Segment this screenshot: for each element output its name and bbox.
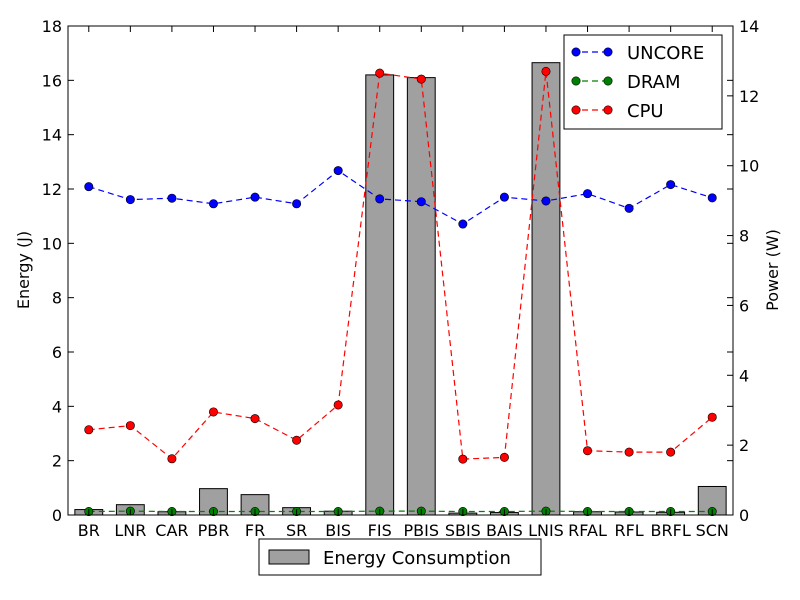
left-tick-label: 0 [52, 506, 62, 525]
uncore-point-brfl [666, 180, 676, 190]
uncore-point-car [167, 193, 177, 203]
uncore-point-lnr [125, 195, 135, 205]
x-tick-label-pbr: PBR [198, 521, 230, 540]
uncore-point-rfl [624, 203, 634, 213]
uncore-point-rfal [583, 189, 593, 199]
uncore-point-pbis [416, 197, 426, 207]
uncore-point-fr [250, 192, 260, 202]
cpu-point-rfl [624, 447, 634, 457]
left-tick-label: 18 [42, 17, 62, 36]
x-tick-label-lnr: LNR [114, 521, 146, 540]
legend-energy-swatch [268, 549, 310, 565]
y-axis-title: Energy (J) [14, 231, 33, 309]
legend-dram-marker [571, 76, 581, 86]
cpu-point-lnis [541, 66, 551, 76]
cpu-point-fis [375, 68, 385, 78]
bars-layer [74, 62, 727, 516]
uncore-point-scn [707, 193, 717, 203]
uncore-point-fis [375, 194, 385, 204]
line-legend-box [563, 34, 723, 130]
x-tick-label-car: CAR [155, 521, 188, 540]
cpu-point-pbis [416, 74, 426, 84]
left-tick-label: 10 [42, 234, 62, 253]
right-tick-label: 0 [739, 506, 749, 525]
x-tick-label-sr: SR [286, 521, 307, 540]
cpu-point-sbis [458, 454, 468, 464]
cpu-point-pbr [208, 407, 218, 417]
right-tick-label: 6 [739, 296, 749, 315]
right-tick-label: 14 [739, 17, 759, 36]
bar-legend: Energy Consumption [258, 538, 542, 576]
x-tick-label-rfal: RFAL [568, 521, 607, 540]
right-axis: 0 2 4 6 8 10 12 14 [727, 17, 759, 525]
x-axis: BR LNR CAR PBR FR SR BIS FIS PBIS SBIS BAIS LNIS RFA… [78, 26, 729, 540]
energy-bar-fis [365, 74, 395, 516]
left-tick-label: 16 [42, 71, 62, 90]
cpu-point-scn [707, 412, 717, 422]
right-tick-label: 8 [739, 227, 749, 246]
energy-bar-pbis [406, 77, 436, 516]
right-tick-label: 12 [739, 87, 759, 106]
legend-uncore-marker [603, 47, 613, 57]
legend-dram-label: DRAM [627, 72, 680, 93]
legend-cpu-marker [603, 105, 613, 115]
left-tick-label: 6 [52, 343, 62, 362]
uncore-point-bais [499, 192, 509, 202]
x-tick-label-sbis: SBIS [445, 521, 481, 540]
uncore-point-lnis [541, 196, 551, 206]
x-tick-label-pbis: PBIS [404, 521, 440, 540]
cpu-line [88, 71, 713, 460]
cpu-point-lnr [125, 421, 135, 431]
legend-dram-marker [603, 76, 613, 86]
cpu-point-rfal [583, 446, 593, 456]
x-tick-label-br: BR [78, 521, 100, 540]
cpu-point-sr [292, 435, 302, 445]
x-tick-label-bais: BAIS [486, 521, 523, 540]
line-legend: UNCORE DRAM CPU [563, 34, 723, 130]
right-tick-label: 4 [739, 366, 749, 385]
left-tick-label: 4 [52, 397, 62, 416]
uncore-point-sr [292, 199, 302, 209]
energy-bar-lnis [531, 62, 561, 516]
right-tick-label: 2 [739, 436, 749, 455]
left-tick-label: 12 [42, 180, 62, 199]
cpu-point-car [167, 454, 177, 464]
legend-uncore-marker [571, 47, 581, 57]
legend-cpu-marker [571, 105, 581, 115]
x-tick-label-bis: BIS [325, 521, 351, 540]
legend-energy-label: Energy Consumption [323, 548, 511, 569]
x-tick-label-fis: FIS [368, 521, 392, 540]
x-tick-label-brfl: BRFL [651, 521, 691, 540]
plot-frame [67, 25, 734, 516]
cpu-point-fr [250, 414, 260, 424]
legend-uncore-label: UNCORE [627, 43, 704, 64]
cpu-point-br [84, 425, 94, 435]
legend-cpu-label: CPU [627, 101, 664, 122]
cpu-point-bais [499, 452, 509, 462]
left-axis: 0 2 4 6 8 10 12 14 16 18 [42, 17, 733, 525]
x-tick-label-rfl: RFL [614, 521, 643, 540]
left-tick-label: 2 [52, 452, 62, 471]
uncore-line [88, 169, 713, 225]
x-tick-label-fr: FR [245, 521, 265, 540]
uncore-point-pbr [208, 199, 218, 209]
y2-axis-title: Power (W) [763, 229, 782, 311]
cpu-point-brfl [666, 447, 676, 457]
x-tick-label-lnis: LNIS [528, 521, 564, 540]
left-tick-label: 14 [42, 126, 62, 145]
left-tick-label: 8 [52, 289, 62, 308]
uncore-point-sbis [458, 219, 468, 229]
lines-layer [84, 66, 717, 517]
uncore-point-br [84, 182, 94, 192]
right-tick-label: 10 [739, 157, 759, 176]
cpu-point-bis [333, 400, 343, 410]
x-tick-label-scn: SCN [696, 521, 729, 540]
uncore-point-bis [333, 166, 343, 176]
